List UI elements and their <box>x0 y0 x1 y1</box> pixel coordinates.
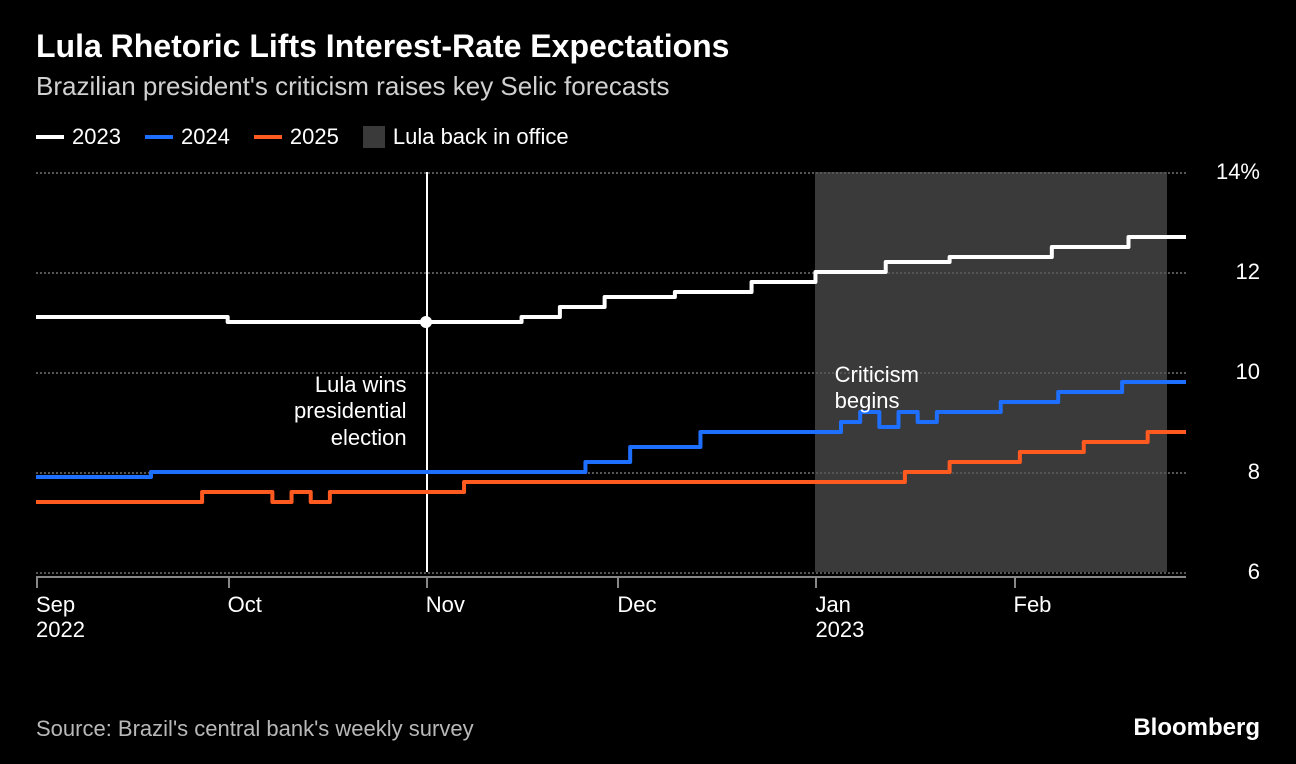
legend-swatch-line <box>145 135 173 139</box>
source-text: Source: Brazil's central bank's weekly s… <box>36 716 474 742</box>
x-tick: Nov <box>426 578 465 617</box>
y-axis: 14%121086 <box>1196 172 1260 572</box>
x-tick: Feb <box>1014 578 1052 617</box>
chart-title: Lula Rhetoric Lifts Interest-Rate Expect… <box>36 28 1260 65</box>
legend: 2023 2024 2025 Lula back in office <box>36 124 1260 150</box>
x-tick-mark <box>426 578 428 588</box>
x-tick-label: Dec <box>617 592 656 617</box>
legend-item: 2025 <box>254 124 339 150</box>
chart-area: Lula wins presidential election Criticism… <box>36 164 1260 634</box>
y-tick-label: 14% <box>1200 159 1260 185</box>
x-tick-mark <box>36 578 38 588</box>
legend-item: Lula back in office <box>363 124 569 150</box>
y-tick-label: 8 <box>1200 459 1260 485</box>
x-tick: Oct <box>228 578 262 617</box>
x-tick-label: Oct <box>228 592 262 617</box>
series-line <box>36 432 1186 502</box>
x-tick-mark <box>617 578 619 588</box>
y-tick-label: 12 <box>1200 259 1260 285</box>
legend-label: 2023 <box>72 124 121 150</box>
chart-container: Lula Rhetoric Lifts Interest-Rate Expect… <box>0 0 1296 764</box>
x-tick: Dec <box>617 578 656 617</box>
annotation-dot <box>420 316 432 328</box>
legend-item: 2023 <box>36 124 121 150</box>
annotation-text: Criticism begins <box>835 362 919 415</box>
x-tick-mark <box>815 578 817 588</box>
x-tick-label: Sep 2022 <box>36 592 85 643</box>
series-line <box>36 237 1186 322</box>
x-axis: Sep 2022OctNovDecJan 2023Feb <box>36 578 1186 634</box>
x-tick-mark <box>228 578 230 588</box>
plot-area: Lula wins presidential election Criticism… <box>36 172 1186 572</box>
legend-swatch-box <box>363 126 385 148</box>
legend-item: 2024 <box>145 124 230 150</box>
chart-subtitle: Brazilian president's criticism raises k… <box>36 71 1260 102</box>
legend-label: 2024 <box>181 124 230 150</box>
x-tick-label: Nov <box>426 592 465 617</box>
x-tick-mark <box>1014 578 1016 588</box>
legend-label: 2025 <box>290 124 339 150</box>
legend-label: Lula back in office <box>393 124 569 150</box>
x-tick-label: Feb <box>1014 592 1052 617</box>
x-tick: Sep 2022 <box>36 578 85 643</box>
legend-swatch-line <box>36 135 64 139</box>
annotation-text: Lula wins presidential election <box>294 372 407 451</box>
y-tick-label: 6 <box>1200 559 1260 585</box>
series-svg <box>36 172 1186 572</box>
brand-logo: Bloomberg <box>1133 714 1260 742</box>
x-tick-label: Jan 2023 <box>815 592 864 643</box>
x-tick: Jan 2023 <box>815 578 864 643</box>
legend-swatch-line <box>254 135 282 139</box>
gridline <box>36 572 1186 574</box>
y-tick-label: 10 <box>1200 359 1260 385</box>
